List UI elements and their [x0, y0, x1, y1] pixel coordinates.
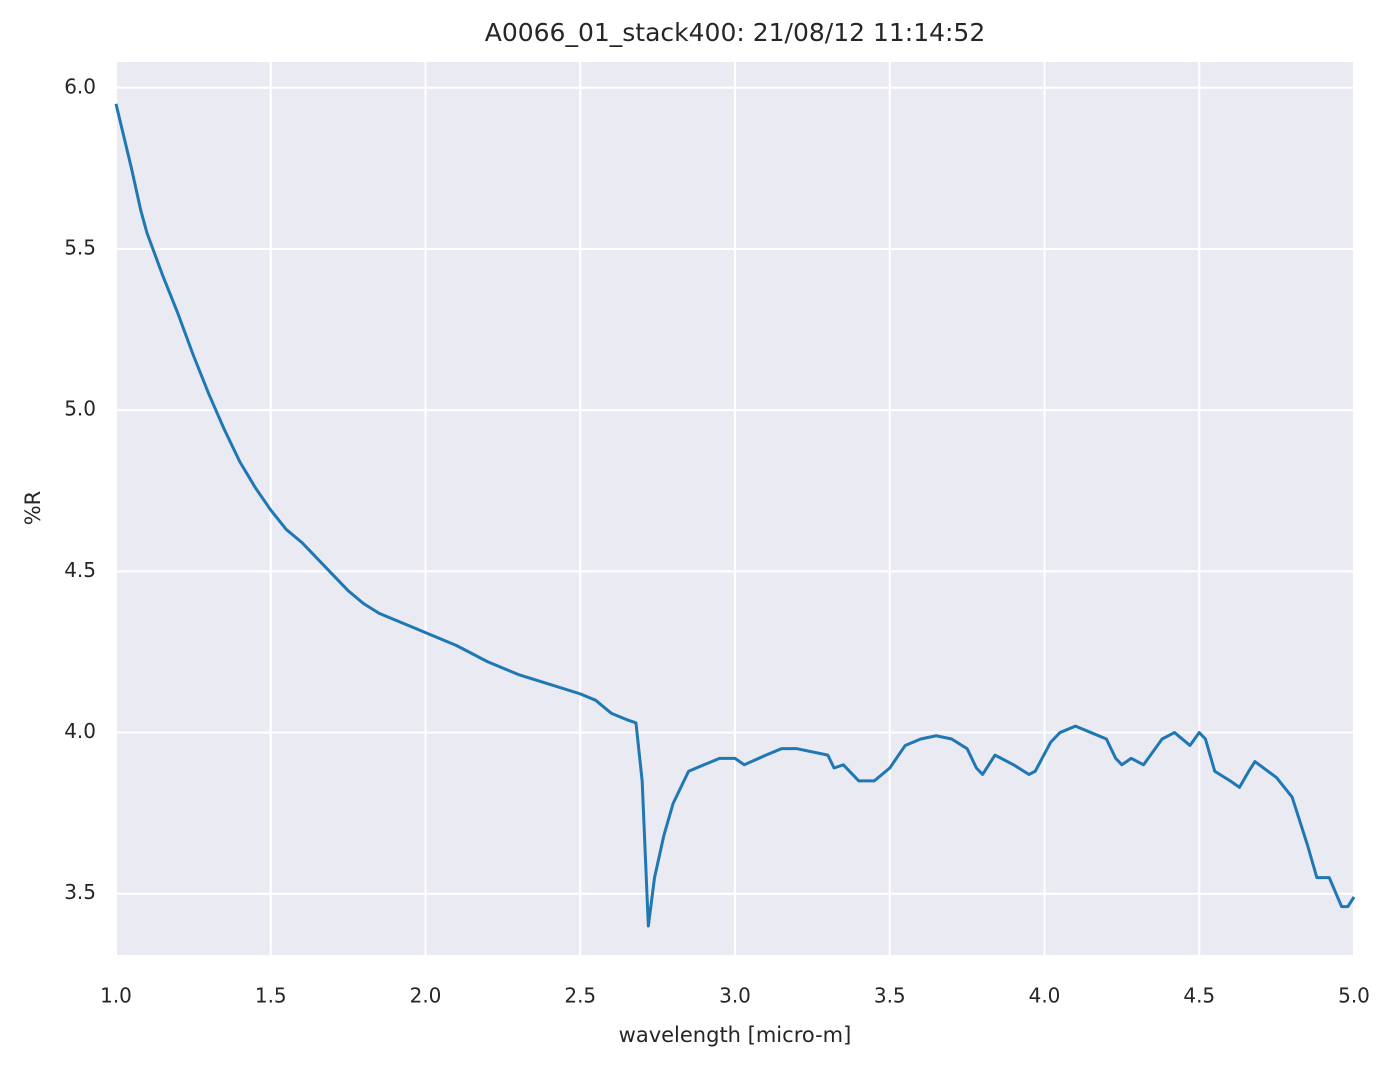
y-tick-label: 3.5 — [64, 880, 96, 904]
x-tick-label: 4.0 — [1029, 984, 1061, 1008]
data-line — [114, 103, 1356, 928]
x-tick-label: 2.5 — [564, 984, 596, 1008]
y-tick-label: 4.0 — [64, 719, 96, 743]
y-tick-label: 4.5 — [64, 558, 96, 582]
y-tick-label: 5.0 — [64, 397, 96, 421]
x-tick-label: 3.5 — [874, 984, 906, 1008]
y-tick-label: 5.5 — [64, 235, 96, 259]
x-tick-label: 1.5 — [255, 984, 287, 1008]
chart-title: A0066_01_stack400: 21/08/12 11:14:52 — [485, 18, 986, 47]
x-tick-label: 5.0 — [1338, 984, 1370, 1008]
x-tick-label: 2.0 — [410, 984, 442, 1008]
y-axis-label: %R — [21, 491, 45, 526]
x-tick-label: 4.5 — [1183, 984, 1215, 1008]
x-tick-label: 1.0 — [100, 984, 132, 1008]
x-axis-label: wavelength [micro-m] — [619, 1023, 852, 1047]
x-tick-label: 3.0 — [719, 984, 751, 1008]
y-tick-label: 6.0 — [64, 74, 96, 98]
